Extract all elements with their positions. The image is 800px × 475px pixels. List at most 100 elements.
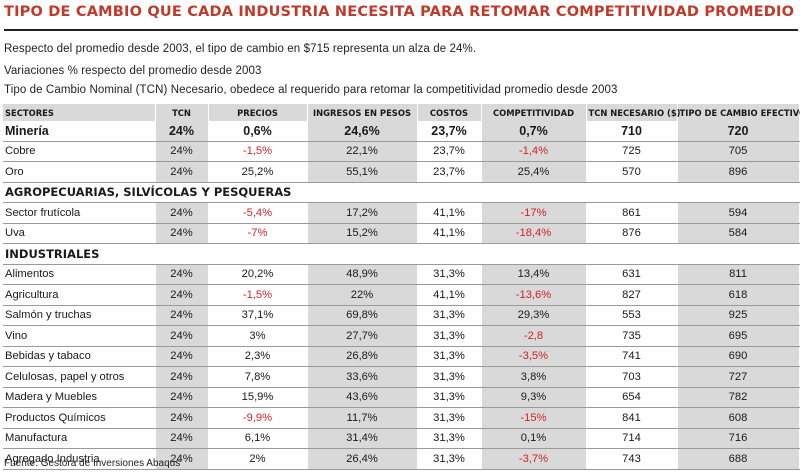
table-cell: 0,6% [208, 121, 307, 142]
table-cell: 25,4% [480, 161, 587, 183]
table-cell: 2,3% [208, 346, 307, 367]
table-cell: 31,3% [417, 305, 481, 326]
table-cell: 20,2% [208, 264, 307, 285]
table-cell: 41,1% [417, 284, 481, 306]
table-row: Agregado Industria 24% 2% 26,4% 31,3% -3,7% 74… [3, 448, 800, 470]
table-cell: 703 [586, 366, 677, 388]
sector-name-cell: Alimentos [3, 264, 155, 285]
table-row: Alimentos 24% 20,2% 48,9% 31,3% 13,4% 631 811 [3, 264, 800, 285]
table-cell: 570 [586, 161, 677, 183]
table-cell: -1,5% [208, 141, 307, 162]
table-cell: 782 [676, 387, 800, 408]
table-cell: 24% [154, 428, 209, 449]
column-header-precios: PRECIOS [207, 104, 307, 121]
table-row: Celulosas, papel y otros 24% 7,8% 33,6% 31,3… [3, 366, 800, 388]
section-header-row: AGROPECUARIAS, SILVÍCOLAS Y PESQUERAS [3, 182, 799, 203]
table-cell: 31,3% [417, 366, 481, 388]
table-body: Minería 24% 0,6% 24,6% 23,7% 0,7% 710 720 Cobre 2… [3, 121, 800, 470]
table-cell: 24% [154, 161, 209, 183]
table-cell: 710 [586, 121, 677, 142]
table-cell: 727 [676, 366, 800, 388]
table-cell: 31,3% [417, 346, 481, 367]
table-row: Madera y Muebles 24% 15,9% 43,6% 31,3% 9,3% 65… [3, 387, 800, 408]
table-cell: 631 [586, 264, 677, 285]
table-cell: 876 [586, 223, 677, 244]
table-cell: 13,4% [480, 264, 587, 285]
table-cell: 27,7% [306, 325, 418, 347]
column-header-tipo-cambio-efectivo: TIPO DE CAMBIO EFECTIVO ($) [676, 104, 800, 121]
sector-name-cell: Manufactura [3, 428, 155, 449]
table-cell: 720 [676, 121, 800, 142]
table-cell: 896 [676, 161, 800, 183]
table-cell: 584 [676, 223, 800, 244]
table-cell: 23,7% [417, 121, 481, 142]
table-cell: 7,8% [208, 366, 307, 388]
table-row: Productos Químicos 24% -9,9% 11,7% 31,3% -15%… [3, 407, 800, 429]
table-cell: 24% [154, 202, 209, 224]
table-cell: 841 [586, 407, 677, 429]
source-note: Fuente: Gestora de Inversiones Abaqus [4, 458, 181, 469]
table-cell: 22% [306, 284, 418, 306]
table-cell: 24% [154, 325, 209, 347]
table-cell: -2,8 [480, 325, 587, 347]
table-cell: 654 [586, 387, 677, 408]
table-row: Oro 24% 25,2% 55,1% 23,7% 25,4% 570 896 [3, 161, 800, 183]
table-cell: -3,7% [480, 448, 587, 470]
table-cell: 24% [154, 264, 209, 285]
table-cell: 24% [154, 448, 209, 470]
table-cell: -15% [480, 407, 587, 429]
table-cell: 31,3% [417, 428, 481, 449]
table-cell: 31,3% [417, 407, 481, 429]
description-line: Variaciones % respecto del promedio desd… [4, 65, 262, 77]
table-cell: 553 [586, 305, 677, 326]
table-cell: 23,7% [417, 161, 481, 183]
table-header-row: SECTORES TCN PRECIOS INGRESOS EN PESOS C… [3, 104, 800, 121]
table-cell: 69,8% [306, 305, 418, 326]
table-cell: -1,4% [480, 141, 587, 162]
table-cell: 827 [586, 284, 677, 306]
section-label: INDUSTRIALES [3, 243, 799, 265]
column-header-ingresos: INGRESOS EN PESOS [306, 104, 417, 121]
table-cell: 23,7% [417, 141, 481, 162]
section-header-row: INDUSTRIALES [3, 243, 799, 265]
table-cell: 24% [154, 387, 209, 408]
table-cell: 24% [154, 141, 209, 162]
table-cell: 0,7% [480, 121, 587, 142]
sector-name-cell: Madera y Muebles [3, 387, 155, 408]
table-cell: 33,6% [306, 366, 418, 388]
sector-name-cell: Oro [3, 161, 155, 183]
table-cell: 3,8% [480, 366, 587, 388]
table-cell: 6,1% [208, 428, 307, 449]
table-cell: 55,1% [306, 161, 418, 183]
table-cell: 15,2% [306, 223, 418, 244]
sector-name-cell: Minería [3, 121, 155, 142]
table-cell: 741 [586, 346, 677, 367]
table-cell: 22,1% [306, 141, 418, 162]
table-row: Manufactura 24% 6,1% 31,4% 31,3% 0,1% 714 716 [3, 428, 800, 449]
table-row: Sector frutícola 24% -5,4% 17,2% 41,1% -17% 86… [3, 202, 800, 224]
table-cell: 618 [676, 284, 800, 306]
table-cell: 24% [154, 366, 209, 388]
table-cell: 37,1% [208, 305, 307, 326]
table-row: Cobre 24% -1,5% 22,1% 23,7% -1,4% 725 705 [3, 141, 800, 162]
table-cell: 2% [208, 448, 307, 470]
table-cell: 9,3% [480, 387, 587, 408]
table-cell: 24% [154, 305, 209, 326]
sector-name-cell: Bebidas y tabaco [3, 346, 155, 367]
table-cell: 861 [586, 202, 677, 224]
sector-name-cell: Sector frutícola [3, 202, 155, 224]
table-cell: -9,9% [208, 407, 307, 429]
table-cell: -7% [208, 223, 307, 244]
table-cell: 17,2% [306, 202, 418, 224]
table-cell: 811 [676, 264, 800, 285]
table-cell: 725 [586, 141, 677, 162]
table-cell: 41,1% [417, 223, 481, 244]
page-title: TIPO DE CAMBIO QUE CADA INDUSTRIA NECESI… [4, 4, 795, 20]
table-cell: 743 [586, 448, 677, 470]
table-cell: 31,3% [417, 264, 481, 285]
table-row: Minería 24% 0,6% 24,6% 23,7% 0,7% 710 720 [3, 121, 800, 142]
sector-name-cell: Uva [3, 223, 155, 244]
table-cell: 24% [154, 223, 209, 244]
table-cell: 48,9% [306, 264, 418, 285]
table-cell: 594 [676, 202, 800, 224]
